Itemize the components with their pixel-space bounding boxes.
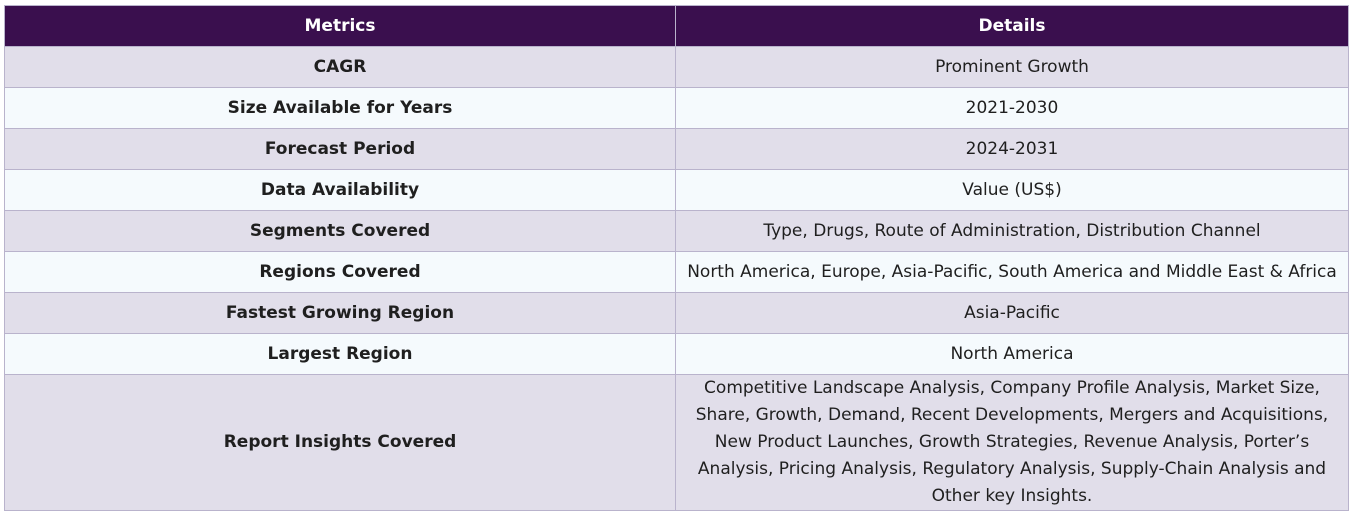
detail-cell: North America	[675, 333, 1349, 375]
report-metrics-table: Metrics Details CAGR Prominent Growth Si…	[4, 5, 1349, 511]
metric-cell: Report Insights Covered	[4, 374, 676, 511]
metric-cell: Largest Region	[4, 333, 676, 375]
detail-cell: Asia-Pacific	[675, 292, 1349, 334]
table-row: Forecast Period 2024-2031	[4, 128, 1349, 170]
metric-cell: Segments Covered	[4, 210, 676, 252]
detail-cell: 2024-2031	[675, 128, 1349, 170]
detail-cell: Value (US$)	[675, 169, 1349, 211]
metric-cell: Data Availability	[4, 169, 676, 211]
table-row: Regions Covered North America, Europe, A…	[4, 251, 1349, 293]
detail-cell: 2021-2030	[675, 87, 1349, 129]
detail-cell: Prominent Growth	[675, 46, 1349, 88]
metric-cell: Forecast Period	[4, 128, 676, 170]
report-metrics-table-container: Metrics Details CAGR Prominent Growth Si…	[4, 5, 1349, 511]
detail-cell: Competitive Landscape Analysis, Company …	[675, 374, 1349, 511]
metric-cell: CAGR	[4, 46, 676, 88]
header-details: Details	[675, 5, 1349, 47]
table-row: Largest Region North America	[4, 333, 1349, 375]
header-metrics: Metrics	[4, 5, 676, 47]
detail-cell: North America, Europe, Asia-Pacific, Sou…	[675, 251, 1349, 293]
table-row: Segments Covered Type, Drugs, Route of A…	[4, 210, 1349, 252]
metric-cell: Fastest Growing Region	[4, 292, 676, 334]
table-row: Report Insights Covered Competitive Land…	[4, 374, 1349, 511]
detail-cell: Type, Drugs, Route of Administration, Di…	[675, 210, 1349, 252]
metric-cell: Size Available for Years	[4, 87, 676, 129]
metric-cell: Regions Covered	[4, 251, 676, 293]
table-header-row: Metrics Details	[4, 5, 1349, 47]
table-row: Data Availability Value (US$)	[4, 169, 1349, 211]
table-row: Fastest Growing Region Asia-Pacific	[4, 292, 1349, 334]
table-row: CAGR Prominent Growth	[4, 46, 1349, 88]
table-row: Size Available for Years 2021-2030	[4, 87, 1349, 129]
